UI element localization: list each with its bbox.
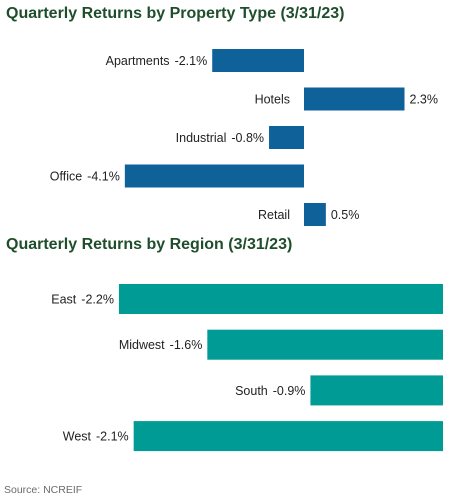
category-label-office: Office	[50, 170, 82, 184]
bar-south	[310, 375, 443, 406]
value-label-south: -0.9%	[273, 384, 306, 398]
bar-midwest	[207, 329, 443, 360]
bar-east	[118, 284, 443, 314]
category-label-east: East	[51, 293, 77, 307]
bar-hotels	[304, 87, 405, 111]
category-label-apartments: Apartments	[106, 54, 170, 68]
value-label-apartments: -2.1%	[175, 54, 208, 68]
category-label-hotels: Hotels	[255, 93, 290, 107]
value-label-midwest: -1.6%	[170, 338, 203, 352]
category-label-south: South	[235, 384, 268, 398]
bar-west	[133, 421, 444, 452]
bar-office	[124, 164, 304, 188]
chart-title-property-type: Quarterly Returns by Property Type (3/31…	[6, 5, 345, 22]
category-label-industrial: Industrial	[176, 131, 227, 145]
chart-title-region: Quarterly Returns by Region (3/31/23)	[6, 236, 293, 253]
value-label-office: -4.1%	[87, 170, 120, 184]
value-label-industrial: -0.8%	[231, 131, 264, 145]
category-label-west: West	[63, 430, 92, 444]
source-note: Source: NCREIF	[4, 484, 83, 496]
property-type-bar-chart: -2.1% Apartments 2.3% Hotels -0.8% Industrial…	[50, 49, 439, 226]
value-label-hotels: 2.3%	[410, 93, 439, 107]
bar-apartments	[212, 49, 304, 72]
bar-retail	[304, 203, 326, 226]
value-label-east: -2.2%	[81, 293, 114, 307]
value-label-west: -2.1%	[96, 430, 129, 444]
bar-industrial	[269, 126, 304, 149]
region-bar-chart: -2.2% East -1.6% Midwest -0.9% South -2.1% West	[51, 284, 444, 452]
value-label-retail: 0.5%	[331, 208, 360, 222]
category-label-midwest: Midwest	[119, 338, 165, 352]
category-label-retail: Retail	[258, 208, 290, 222]
